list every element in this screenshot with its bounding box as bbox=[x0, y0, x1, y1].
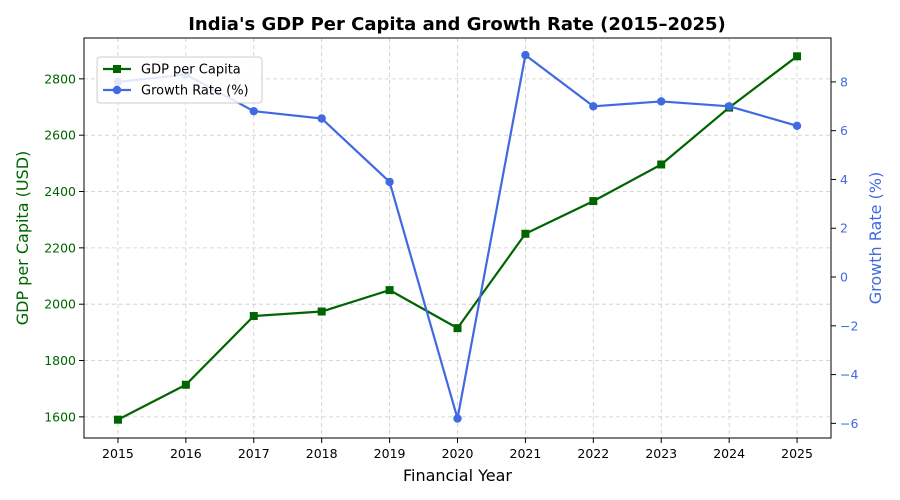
y-right-tick-label: −2 bbox=[840, 318, 858, 333]
data-point-gdp bbox=[521, 229, 530, 238]
legend-entry-1: GDP per Capita bbox=[141, 63, 241, 78]
data-point-gdp bbox=[385, 286, 394, 295]
legend: GDP per Capita Growth Rate (%) bbox=[96, 56, 263, 104]
y-right-tick-label: 8 bbox=[840, 74, 848, 89]
x-tick-label: 2015 bbox=[102, 446, 134, 461]
data-point-growth bbox=[521, 50, 530, 60]
data-point-gdp bbox=[453, 324, 462, 333]
chart-title: India's GDP Per Capita and Growth Rate (… bbox=[188, 14, 726, 35]
y-left-tick-label: 2400 bbox=[44, 184, 76, 199]
x-tick-label: 2022 bbox=[577, 446, 609, 461]
plot-frame bbox=[83, 37, 832, 439]
data-point-gdp bbox=[793, 52, 802, 61]
y-left-tick-label: 2200 bbox=[44, 240, 76, 255]
y-left-tick-label: 2800 bbox=[44, 71, 76, 86]
data-point-gdp bbox=[317, 307, 326, 316]
legend-box bbox=[96, 56, 263, 104]
y-left-tick-label: 2000 bbox=[44, 297, 76, 312]
data-point-gdp bbox=[181, 380, 190, 389]
data-point-growth bbox=[792, 121, 802, 131]
y-right-tick-label: 2 bbox=[840, 221, 848, 236]
y-right-tick-label: 4 bbox=[840, 172, 848, 187]
y-right-tick-label: −6 bbox=[840, 416, 858, 431]
ticks: 2015 2016 2017 2018 2019 2020 2021 2022 2023 2024… bbox=[44, 71, 858, 461]
x-tick-label: 2020 bbox=[442, 446, 474, 461]
x-tick-label: 2024 bbox=[713, 446, 745, 461]
x-tick-label: 2023 bbox=[645, 446, 677, 461]
data-point-growth bbox=[657, 97, 666, 106]
x-tick-label: 2019 bbox=[374, 446, 406, 461]
x-axis-label: Financial Year bbox=[403, 466, 512, 485]
data-point-growth bbox=[589, 102, 598, 111]
x-tick-label: 2021 bbox=[510, 446, 542, 461]
y-right-tick-label: 0 bbox=[840, 270, 848, 285]
y-axis-left-label: GDP per Capita (USD) bbox=[13, 151, 32, 326]
x-tick-label: 2016 bbox=[170, 446, 202, 461]
legend-marker-growth bbox=[112, 85, 122, 95]
y-left-tick-label: 1600 bbox=[44, 409, 76, 424]
legend-marker-gdp bbox=[113, 65, 121, 73]
data-point-gdp bbox=[113, 415, 122, 424]
data-point-gdp bbox=[249, 312, 258, 321]
y-left-tick-label: 2600 bbox=[44, 128, 76, 143]
data-point-growth bbox=[385, 177, 394, 187]
y-axis-right-label: Growth Rate (%) bbox=[866, 172, 885, 304]
x-tick-label: 2017 bbox=[238, 446, 270, 461]
y-right-tick-label: −4 bbox=[840, 367, 858, 382]
x-tick-label: 2018 bbox=[306, 446, 338, 461]
data-point-gdp bbox=[589, 197, 598, 206]
data-point-growth bbox=[453, 414, 462, 423]
data-point-growth bbox=[724, 102, 734, 111]
x-tick-label: 2025 bbox=[781, 446, 813, 461]
data-point-growth bbox=[249, 106, 258, 116]
data-point-gdp bbox=[657, 160, 666, 169]
data-point-growth bbox=[317, 114, 326, 123]
y-left-tick-label: 1800 bbox=[44, 353, 76, 368]
legend-entry-2: Growth Rate (%) bbox=[141, 84, 249, 99]
y-right-tick-label: 6 bbox=[840, 123, 848, 138]
